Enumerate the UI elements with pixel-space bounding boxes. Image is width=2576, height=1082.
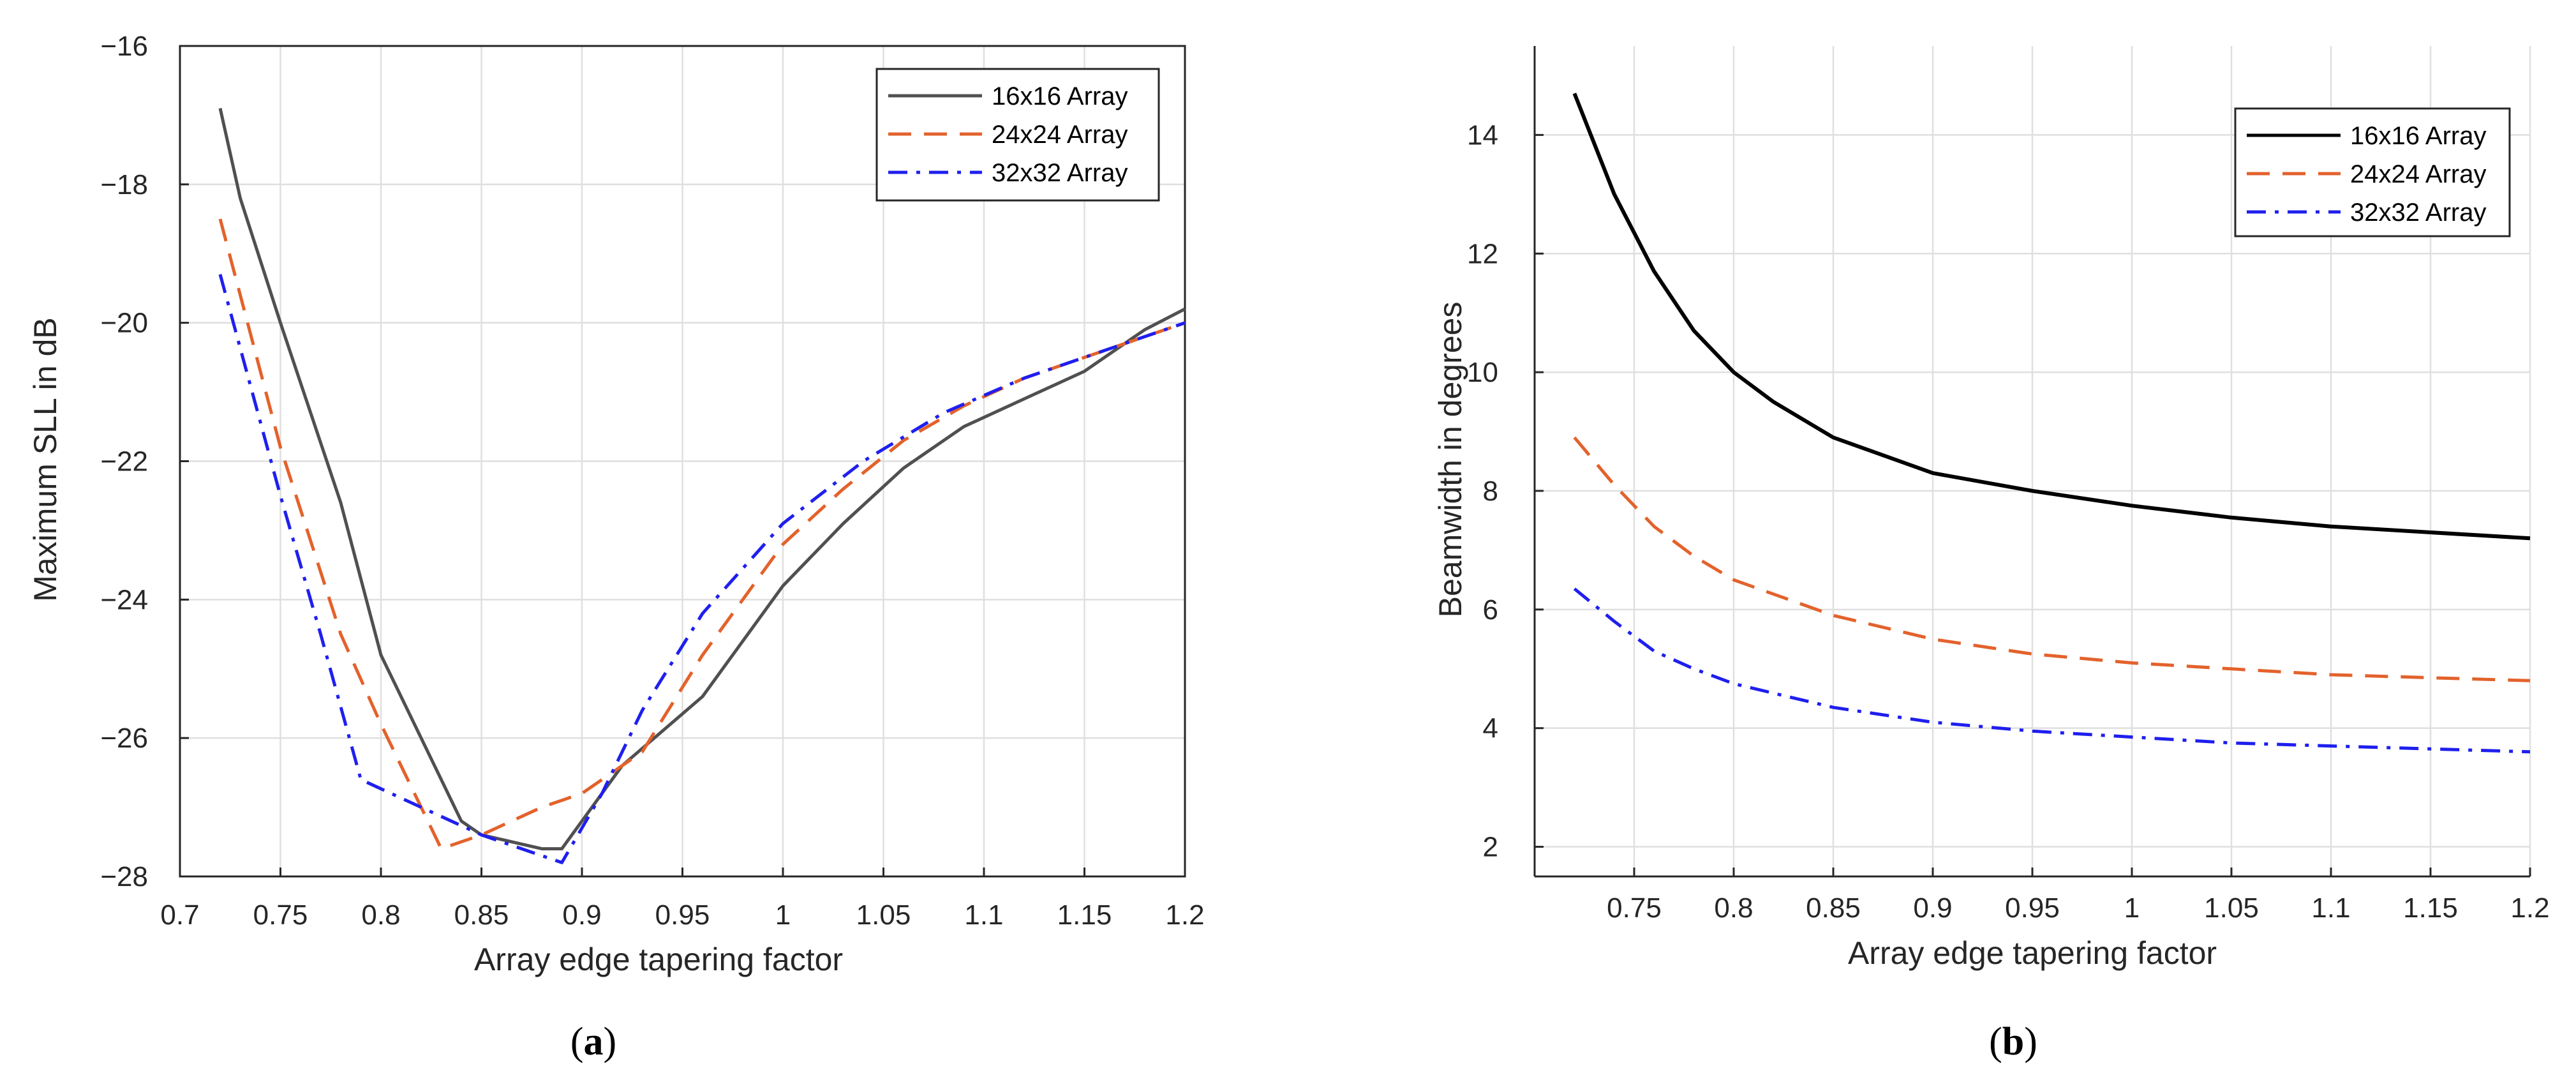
x-tick-label: 0.7 [160, 899, 199, 931]
y-tick-label: 10 [1467, 357, 1498, 388]
series-line-16x16-array [1572, 93, 2531, 541]
figure-caption: (a) [570, 1020, 616, 1063]
legend-label: 16x16 Array [2350, 122, 2486, 150]
x-tick-label: 0.8 [1714, 892, 1753, 924]
caption-paren: ) [604, 1020, 617, 1063]
x-tick-label: 1.15 [1057, 899, 1112, 931]
y-tick-label: 8 [1483, 476, 1498, 507]
x-tick-label: 1.15 [2403, 892, 2458, 924]
caption-paren: ( [570, 1020, 584, 1063]
x-tick-label: 1 [775, 899, 791, 931]
x-tick-label: 0.75 [253, 899, 308, 931]
legend-label: 24x24 Array [992, 121, 1128, 149]
legend: 16x16 Array 24x24 Array 32x32 Array [875, 68, 1160, 202]
series-line-32x32-array [1573, 587, 2531, 754]
x-tick-label: 0.85 [1806, 892, 1861, 924]
chart-b: 0.75 0.8 0.85 0.9 0.95 1 1.05 1.1 1.15 1.2 2 4 6 8 10 1… [1433, 46, 2550, 1063]
y-tick-label: −16 [100, 31, 148, 62]
series-line-24x24-array [1573, 436, 2531, 682]
x-tick-label: 1.1 [964, 899, 1003, 931]
y-tick-label: −28 [100, 861, 148, 892]
x-tick-label: 1.2 [2510, 892, 2549, 924]
legend-box [875, 68, 1160, 202]
caption-letter: b [2002, 1020, 2024, 1063]
x-tick-label: 0.9 [562, 899, 601, 931]
x-tick-label: 0.95 [2005, 892, 2060, 924]
x-tick-label: 1.05 [856, 899, 911, 931]
x-tick-label: 1 [2124, 892, 2140, 924]
y-tick-label: −18 [100, 169, 148, 200]
x-tick-label: 1.05 [2204, 892, 2259, 924]
legend-label: 32x32 Array [2350, 199, 2486, 227]
legend-label: 16x16 Array [992, 82, 1128, 110]
series-line-32x32-array [218, 274, 1186, 864]
y-tick-label: 2 [1483, 832, 1498, 863]
y-axis-label: Maximum SLL in dB [27, 317, 63, 602]
legend: 16x16 Array 24x24 Array 32x32 Array [2234, 107, 2511, 237]
series-line-16x16-array [218, 108, 1186, 851]
y-tick-label: −24 [100, 584, 148, 615]
legend-label: 24x24 Array [2350, 160, 2486, 188]
x-tick-label: 1.2 [1165, 899, 1204, 931]
caption-letter: a [584, 1020, 604, 1063]
x-tick-label: 0.95 [655, 899, 710, 931]
y-tick-label: −26 [100, 723, 148, 754]
x-axis-label: Array edge tapering factor [1848, 935, 2217, 971]
legend-box [2234, 107, 2511, 237]
y-axis-label: Beamwidth in degrees [1433, 302, 1468, 618]
y-tick-label: 14 [1467, 119, 1498, 151]
caption-paren: ) [2024, 1020, 2037, 1063]
y-tick-label: −20 [100, 308, 148, 339]
x-tick-label: 0.75 [1607, 892, 1662, 924]
chart-a: 0.7 0.75 0.8 0.85 0.9 0.95 1 1.05 1.1 1.15 1.2 −28 −… [27, 31, 1205, 1063]
x-axis-label: Array edge tapering factor [474, 942, 843, 977]
x-tick-label: 0.85 [454, 899, 509, 931]
y-tick-label: −22 [100, 446, 148, 477]
x-tick-label: 1.1 [2311, 892, 2350, 924]
y-tick-label: 12 [1467, 238, 1498, 269]
legend-label: 32x32 Array [992, 159, 1128, 187]
figure-caption: (b) [1989, 1020, 2037, 1063]
y-tick-label: 4 [1483, 713, 1498, 744]
x-tick-label: 0.8 [361, 899, 400, 931]
x-tick-label: 0.9 [1913, 892, 1952, 924]
caption-paren: ( [1989, 1020, 2002, 1063]
y-tick-label: 6 [1483, 594, 1498, 626]
